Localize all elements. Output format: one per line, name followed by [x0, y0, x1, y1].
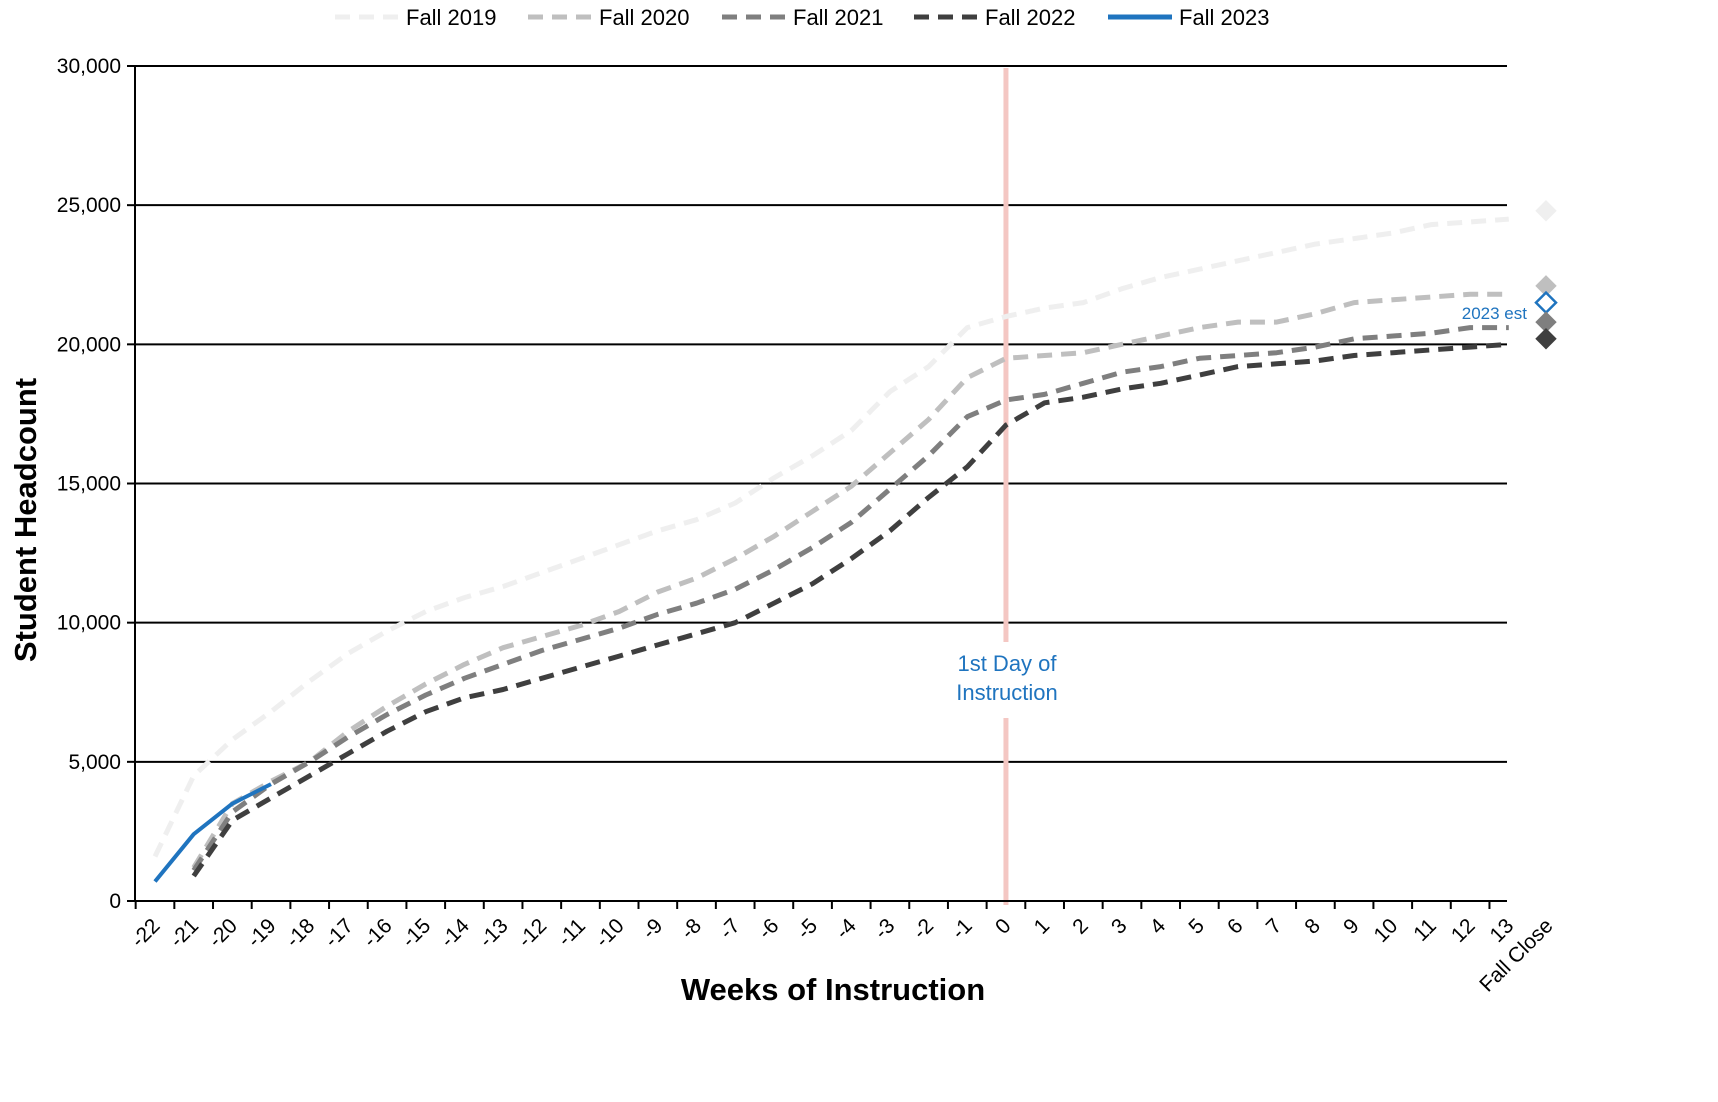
x-tick-label: 5 [1184, 914, 1209, 939]
x-tick-label: -15 [398, 914, 436, 952]
fall-close-marker-fall-2019 [1535, 200, 1557, 222]
x-tick-label: -1 [947, 914, 976, 943]
x-tick-label: -21 [165, 914, 203, 952]
x-tick-label: 7 [1262, 914, 1287, 939]
fall-close-markers [1534, 200, 1558, 350]
x-tick-label: -16 [359, 914, 397, 952]
x-tick-label: 11 [1409, 914, 1441, 946]
legend-label-fall-2022: Fall 2022 [985, 5, 1076, 30]
x-tick-label: 2 [1068, 914, 1093, 939]
x-tick-label: -2 [909, 914, 938, 943]
x-tick-label: -10 [591, 914, 629, 952]
x-tick-label: -22 [127, 914, 165, 952]
series-line-fall-2021 [191, 325, 1509, 872]
x-tick-label: -6 [754, 914, 783, 943]
y-tick-label: 15,000 [57, 473, 121, 496]
estimate-label: 2023 est [1462, 304, 1527, 323]
series-line-fall-2020 [191, 291, 1509, 869]
x-tick-label: -19 [243, 914, 281, 952]
legend-label-fall-2023: Fall 2023 [1179, 5, 1270, 30]
first-day-label-line1: 1st Day of [957, 651, 1057, 676]
y-tick-label: 10,000 [57, 612, 121, 635]
x-tick-label: -9 [638, 914, 667, 943]
x-tick-label: -4 [831, 914, 861, 944]
first-day-label-line2: Instruction [956, 680, 1058, 705]
x-tick-label: 0 [991, 914, 1016, 939]
grid-lines [135, 65, 1507, 763]
x-tick-label: -14 [436, 914, 474, 952]
y-tick-label: 25,000 [57, 194, 121, 217]
x-tick-label: 3 [1107, 914, 1132, 939]
x-tick-label: -5 [793, 914, 822, 943]
x-tick-label: 8 [1300, 914, 1325, 939]
x-tick-label: -18 [282, 914, 320, 952]
legend-label-fall-2019: Fall 2019 [406, 5, 497, 30]
x-tick-label: -17 [320, 914, 358, 952]
x-tick-label: -13 [475, 914, 513, 952]
series-lines [152, 216, 1509, 883]
x-tick-label: -3 [870, 914, 899, 943]
fall-close-marker-fall-2023 [1534, 290, 1558, 315]
x-tick-label: 6 [1223, 914, 1248, 939]
x-tick-label: Fall Close [1475, 914, 1557, 996]
legend: Fall 2019 Fall 2020 Fall 2021 Fall 2022 Fall… [335, 5, 1270, 30]
series-line-fall-2023 [153, 782, 272, 883]
x-tick-label: 10 [1370, 914, 1403, 947]
axes: 05,00010,00015,00020,00025,00030,000-22-… [57, 55, 1558, 997]
x-tick-label: 12 [1447, 914, 1480, 947]
series-line-fall-2019 [152, 216, 1509, 858]
legend-label-fall-2020: Fall 2020 [599, 5, 690, 30]
x-tick-label: -20 [204, 914, 242, 952]
y-tick-label: 20,000 [57, 333, 121, 356]
legend-label-fall-2021: Fall 2021 [793, 5, 884, 30]
x-tick-label: -11 [553, 914, 590, 951]
x-tick-label: 4 [1146, 914, 1171, 939]
y-tick-label: 30,000 [57, 55, 121, 78]
fall-close-marker-fall-2022 [1535, 328, 1557, 350]
x-tick-label: -7 [715, 914, 744, 943]
y-axis-title: Student Headcount [8, 378, 43, 662]
y-tick-label: 0 [109, 890, 121, 913]
series-line-fall-2022 [191, 341, 1509, 878]
x-tick-label: 9 [1339, 914, 1364, 939]
x-axis-title: Weeks of Instruction [681, 972, 985, 1007]
x-tick-label: 1 [1030, 914, 1055, 939]
y-tick-label: 5,000 [68, 751, 121, 774]
x-tick-label: -12 [514, 914, 552, 952]
x-tick-label: -8 [677, 914, 706, 943]
